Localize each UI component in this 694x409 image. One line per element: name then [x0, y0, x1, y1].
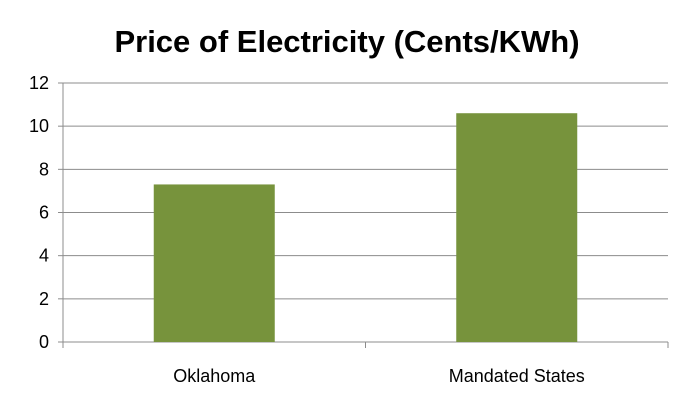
y-tick-label: 0 — [39, 332, 49, 352]
x-category-labels: Oklahoma Mandated States — [173, 366, 585, 386]
y-tick-labels: 0 2 4 6 8 10 12 — [29, 73, 49, 352]
chart-title: Price of Electricity (Cents/KWh) — [114, 24, 579, 59]
x-category-label: Oklahoma — [173, 366, 256, 386]
y-tick-label: 2 — [39, 289, 49, 309]
bar-oklahoma — [153, 184, 275, 342]
bars — [153, 113, 578, 342]
y-tick-label: 8 — [39, 159, 49, 179]
x-category-label: Mandated States — [449, 366, 585, 386]
y-tick-label: 4 — [39, 246, 49, 266]
y-tick-label: 10 — [29, 116, 49, 136]
y-tick-label: 6 — [39, 203, 49, 223]
y-tick-label: 12 — [29, 73, 49, 93]
bar-mandated-states — [456, 113, 578, 342]
